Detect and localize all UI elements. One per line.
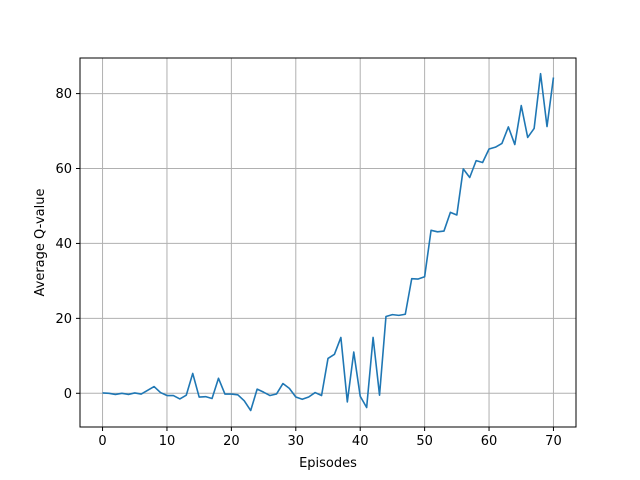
axis-ticks: 0 10 20 30 40 50 60 70 0 20 40 60 80 <box>55 87 561 449</box>
x-axis-label: Episodes <box>299 456 357 471</box>
y-tick-label: 20 <box>55 312 72 327</box>
y-axis-label: Average Q-value <box>33 189 48 297</box>
x-tick-label: 30 <box>288 434 305 449</box>
y-tick-label: 40 <box>55 237 72 252</box>
x-tick-label: 70 <box>545 434 562 449</box>
x-tick-label: 20 <box>223 434 240 449</box>
y-tick-label: 60 <box>55 162 72 177</box>
series-line <box>102 72 555 412</box>
x-tick-label: 10 <box>159 434 176 449</box>
x-tick-label: 0 <box>98 434 106 449</box>
y-tick-label: 0 <box>64 387 72 402</box>
x-tick-label: 50 <box>416 434 433 449</box>
plot-area-frame <box>79 57 577 428</box>
series-layer <box>102 72 555 412</box>
x-tick-label: 60 <box>481 434 498 449</box>
x-tick-label: 40 <box>352 434 369 449</box>
grid-lines <box>80 58 576 427</box>
y-tick-label: 80 <box>55 87 72 102</box>
